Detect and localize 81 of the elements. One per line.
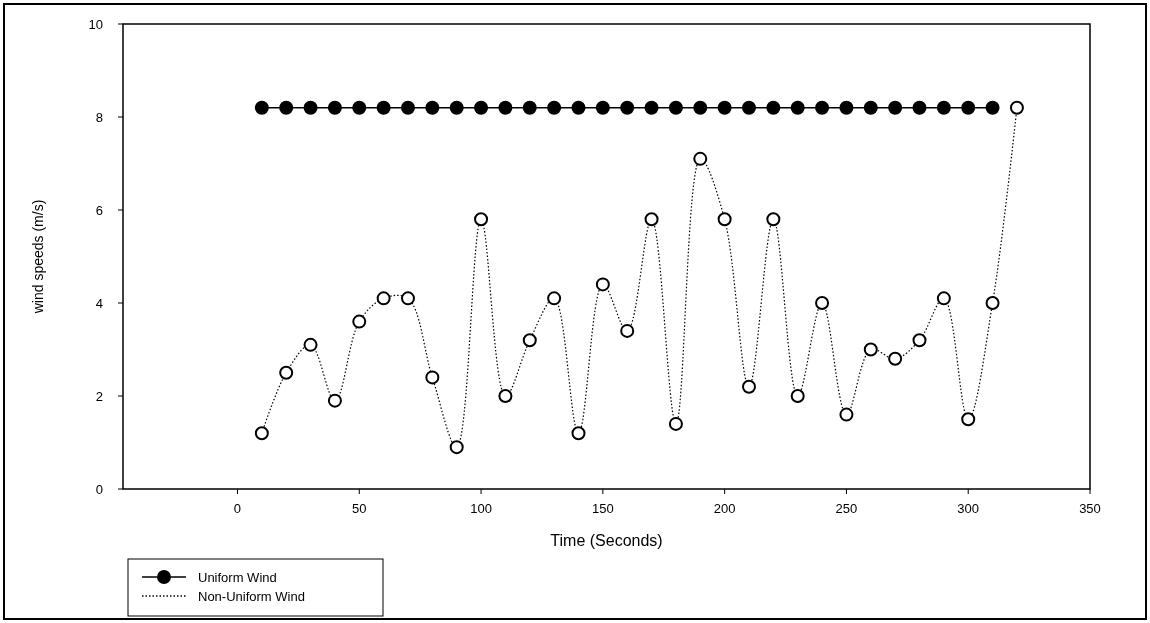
point: [790, 389, 805, 403]
point: [644, 212, 659, 227]
point: [498, 389, 513, 403]
point: [888, 351, 903, 366]
point: [376, 100, 391, 115]
x-tick-label: 50: [352, 501, 367, 516]
point: [717, 100, 732, 115]
point: [474, 212, 489, 227]
x-tick-label: 300: [957, 501, 980, 516]
point: [961, 412, 976, 427]
point: [961, 100, 976, 115]
point: [254, 100, 269, 115]
y-tick-label: 6: [95, 202, 103, 218]
point: [815, 296, 830, 310]
x-tick-label: 150: [591, 501, 614, 516]
point: [912, 100, 927, 115]
point: [936, 291, 951, 306]
y-axis-title: wind speeds (m/s): [30, 199, 46, 315]
point: [863, 100, 878, 115]
point: [425, 100, 440, 115]
legend-label: Non-Uniform Wind: [198, 589, 305, 604]
point: [620, 323, 635, 338]
point: [839, 407, 854, 422]
point: [449, 100, 464, 115]
point: [595, 277, 610, 292]
point: [376, 291, 391, 306]
x-tick-label: 350: [1079, 501, 1101, 516]
y-tick-label: 8: [95, 109, 103, 125]
point: [1009, 100, 1024, 115]
x-axis-title: Time (Seconds): [550, 532, 663, 549]
point: [303, 100, 318, 115]
point: [644, 100, 659, 115]
point: [522, 100, 537, 115]
point: [498, 100, 513, 115]
point: [327, 100, 342, 115]
point: [571, 100, 586, 115]
point: [985, 100, 1000, 115]
point: [766, 100, 781, 115]
point: [449, 440, 464, 455]
point: [741, 100, 756, 115]
point: [400, 100, 415, 115]
point: [425, 370, 440, 385]
y-tick-label: 0: [95, 481, 103, 497]
point: [327, 393, 342, 408]
point: [547, 100, 562, 115]
point: [741, 379, 756, 394]
point: [595, 100, 610, 115]
point: [668, 416, 683, 431]
point: [693, 100, 708, 115]
legend-label: Uniform Wind: [198, 570, 277, 585]
point: [717, 212, 732, 227]
x-tick-label: 200: [713, 501, 736, 516]
point: [522, 333, 537, 348]
point: [668, 100, 683, 115]
point: [815, 100, 830, 115]
x-tick-label: 250: [835, 501, 858, 516]
point: [912, 333, 927, 348]
point: [620, 100, 635, 115]
point: [279, 100, 294, 115]
point: [571, 426, 586, 441]
point: [352, 314, 367, 329]
point: [863, 342, 878, 357]
point: [400, 291, 415, 306]
point: [279, 365, 294, 380]
point: [254, 426, 269, 441]
point: [303, 337, 318, 352]
point: [693, 151, 708, 166]
y-tick-label: 4: [95, 295, 103, 311]
x-tick-label: 100: [470, 501, 492, 516]
point: [352, 100, 367, 115]
y-tick-label: 10: [88, 16, 103, 32]
point: [888, 100, 903, 115]
point: [936, 100, 951, 115]
point: [547, 291, 562, 306]
x-tick-label: 0: [233, 501, 242, 516]
point: [839, 100, 854, 115]
point: [766, 212, 781, 227]
point: [985, 296, 1000, 310]
y-tick-label: 2: [95, 388, 103, 404]
point: [790, 100, 805, 115]
point: [474, 100, 489, 115]
